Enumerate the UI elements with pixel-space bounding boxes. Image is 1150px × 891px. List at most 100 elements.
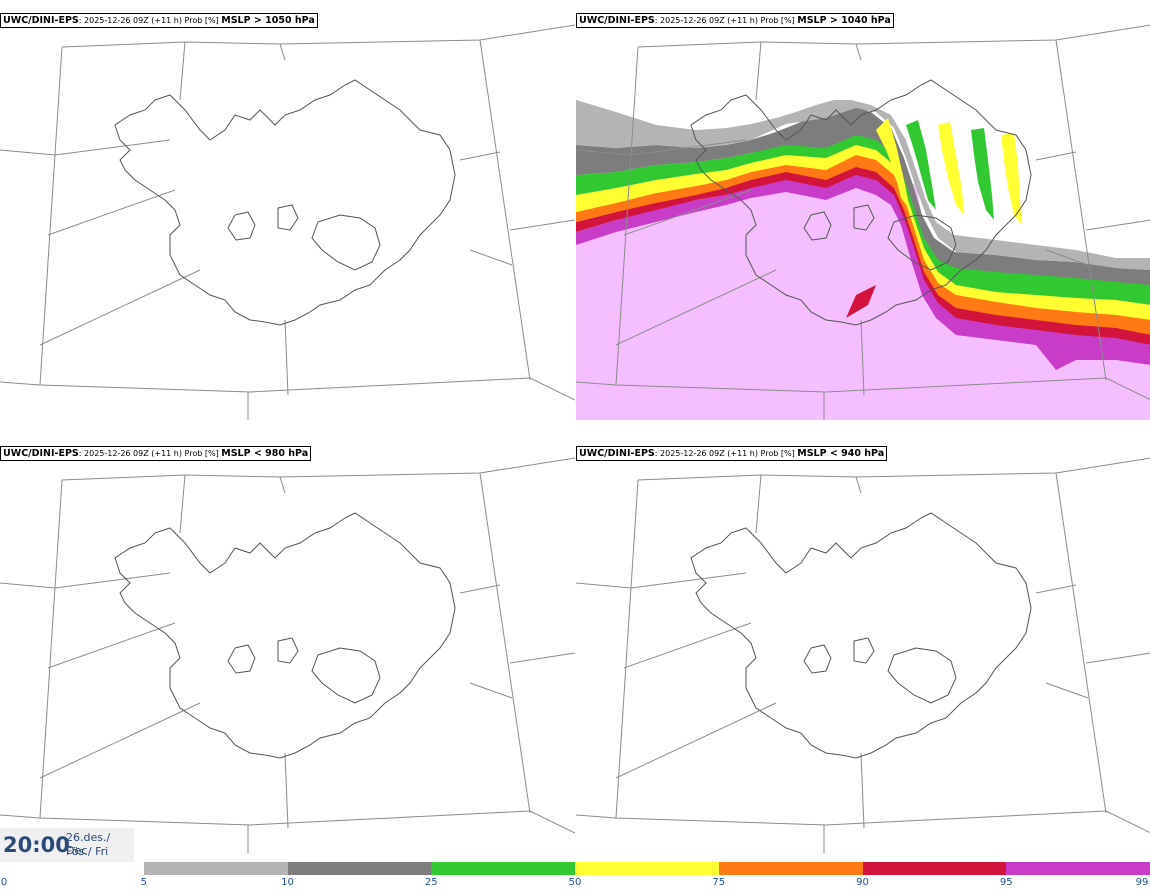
glacier-outline bbox=[311, 214, 381, 271]
graticule-line bbox=[39, 702, 201, 779]
graticule-line bbox=[509, 219, 575, 231]
graticule-line bbox=[284, 752, 289, 829]
graticule-line bbox=[1085, 219, 1150, 231]
graticule-line bbox=[1055, 472, 1107, 814]
graticule-line bbox=[1045, 249, 1089, 266]
graticule-line bbox=[855, 43, 862, 61]
graticule-line bbox=[279, 43, 286, 61]
colorbar-tick-label: 99 bbox=[1135, 877, 1149, 888]
colorbar-segment bbox=[287, 862, 432, 875]
run-meta: : 2025-12-26 09Z (+11 h) Prob [%] bbox=[78, 16, 222, 25]
graticule-line bbox=[637, 24, 1150, 48]
graticule-line bbox=[0, 572, 171, 589]
graticule-line bbox=[1035, 584, 1077, 594]
panel-title: UWC/DINI-EPS: 2025-12-26 09Z (+11 h) Pro… bbox=[576, 446, 888, 461]
colorbar-tick-label: 5 bbox=[140, 877, 147, 888]
graticule-line bbox=[39, 269, 201, 346]
graticule-line bbox=[459, 151, 501, 161]
colorbar-segment bbox=[143, 862, 288, 875]
graticule-line bbox=[623, 189, 752, 236]
map-svg bbox=[576, 457, 1150, 853]
colorbar: 0 5 10 25 50 75 90 95 99 bbox=[0, 862, 1150, 891]
map-svg bbox=[0, 457, 575, 853]
colorbar-segment bbox=[718, 862, 863, 875]
coastline bbox=[114, 79, 456, 326]
graticule-line bbox=[179, 41, 186, 101]
graticule-line bbox=[1045, 682, 1089, 699]
graticule-line bbox=[1055, 39, 1107, 381]
graticule-line bbox=[576, 572, 747, 589]
glacier-outline bbox=[853, 637, 875, 664]
panel-title: UWC/DINI-EPS: 2025-12-26 09Z (+11 h) Pro… bbox=[576, 13, 894, 28]
graticule-line bbox=[1085, 652, 1150, 664]
graticule-line bbox=[39, 479, 63, 819]
graticule-line bbox=[279, 476, 286, 494]
colorbar-segment bbox=[1006, 862, 1150, 875]
graticule-line bbox=[755, 41, 762, 101]
colorbar-tick-label: 50 bbox=[568, 877, 582, 888]
graticule-line bbox=[615, 479, 639, 819]
graticule-line bbox=[39, 46, 63, 386]
map-panel-4: UWC/DINI-EPS: 2025-12-26 09Z (+11 h) Pro… bbox=[576, 433, 1150, 863]
graticule-line bbox=[615, 702, 777, 779]
threshold-label: MSLP > 1040 hPa bbox=[797, 15, 891, 26]
valid-time: 20:00 bbox=[3, 833, 70, 857]
glacier-outline bbox=[277, 637, 299, 664]
graticule-line bbox=[179, 474, 186, 534]
map-panel-2: UWC/DINI-EPS: 2025-12-26 09Z (+11 h) Pro… bbox=[576, 0, 1150, 430]
valid-weekday: Fös./ Fri bbox=[66, 845, 109, 858]
map-svg bbox=[576, 24, 1150, 420]
graticule-line bbox=[615, 46, 639, 386]
model-label: UWC/DINI-EPS bbox=[579, 15, 655, 26]
coastline bbox=[114, 512, 456, 759]
probability-field bbox=[576, 100, 1150, 420]
graticule-line bbox=[469, 249, 513, 266]
graticule-line bbox=[509, 652, 575, 664]
map-panel-1: UWC/DINI-EPS: 2025-12-26 09Z (+11 h) Pro… bbox=[0, 0, 575, 430]
glacier-outline bbox=[277, 204, 299, 231]
graticule-line bbox=[284, 319, 289, 396]
graticule-line bbox=[576, 810, 1150, 834]
graticule-line bbox=[1035, 151, 1077, 161]
model-label: UWC/DINI-EPS bbox=[579, 448, 655, 459]
colorbar-tick-label: 75 bbox=[712, 877, 726, 888]
graticule-line bbox=[615, 269, 777, 346]
graticule-line bbox=[469, 682, 513, 699]
coastline bbox=[690, 79, 1032, 326]
graticule-line bbox=[47, 622, 176, 669]
glacier-outline bbox=[887, 214, 957, 271]
panel-title: UWC/DINI-EPS: 2025-12-26 09Z (+11 h) Pro… bbox=[0, 446, 312, 461]
panel-title: UWC/DINI-EPS: 2025-12-26 09Z (+11 h) Pro… bbox=[0, 13, 318, 28]
glacier-outline bbox=[803, 644, 832, 674]
valid-date: 26.des./ Dec bbox=[66, 831, 111, 857]
graticule-line bbox=[459, 584, 501, 594]
threshold-label: MSLP < 940 hPa bbox=[797, 448, 885, 459]
graticule-line bbox=[0, 810, 575, 834]
glacier-outline bbox=[227, 211, 256, 241]
graticule-line bbox=[860, 752, 865, 829]
graticule-line bbox=[860, 319, 865, 396]
valid-time-box: 20:00 26.des./ Dec Fös./ Fri bbox=[0, 828, 134, 862]
model-label: UWC/DINI-EPS bbox=[3, 15, 79, 26]
threshold-label: MSLP < 980 hPa bbox=[221, 448, 309, 459]
colorbar-tick-label: 90 bbox=[856, 877, 869, 888]
run-meta: : 2025-12-26 09Z (+11 h) Prob [%] bbox=[654, 16, 798, 25]
run-meta: : 2025-12-26 09Z (+11 h) Prob [%] bbox=[654, 449, 798, 458]
graticule-line bbox=[0, 139, 171, 156]
map-panel-3: UWC/DINI-EPS: 2025-12-26 09Z (+11 h) Pro… bbox=[0, 433, 575, 863]
glacier-outline bbox=[803, 211, 832, 241]
graticule-line bbox=[61, 457, 575, 481]
colorbar-tick-label: 10 bbox=[281, 877, 294, 888]
graticule-line bbox=[61, 24, 575, 48]
colorbar-segment bbox=[862, 862, 1007, 875]
map-svg bbox=[0, 24, 575, 420]
colorbar-tick-label: 95 bbox=[999, 877, 1013, 888]
colorbar-segment bbox=[431, 862, 575, 875]
graticule-line bbox=[576, 377, 1150, 401]
graticule-line bbox=[479, 39, 531, 381]
graticule-line bbox=[755, 474, 762, 534]
graticule-line bbox=[576, 139, 747, 156]
glacier-outline bbox=[853, 204, 875, 231]
glacier-outline bbox=[227, 644, 256, 674]
run-meta: : 2025-12-26 09Z (+11 h) Prob [%] bbox=[78, 449, 222, 458]
